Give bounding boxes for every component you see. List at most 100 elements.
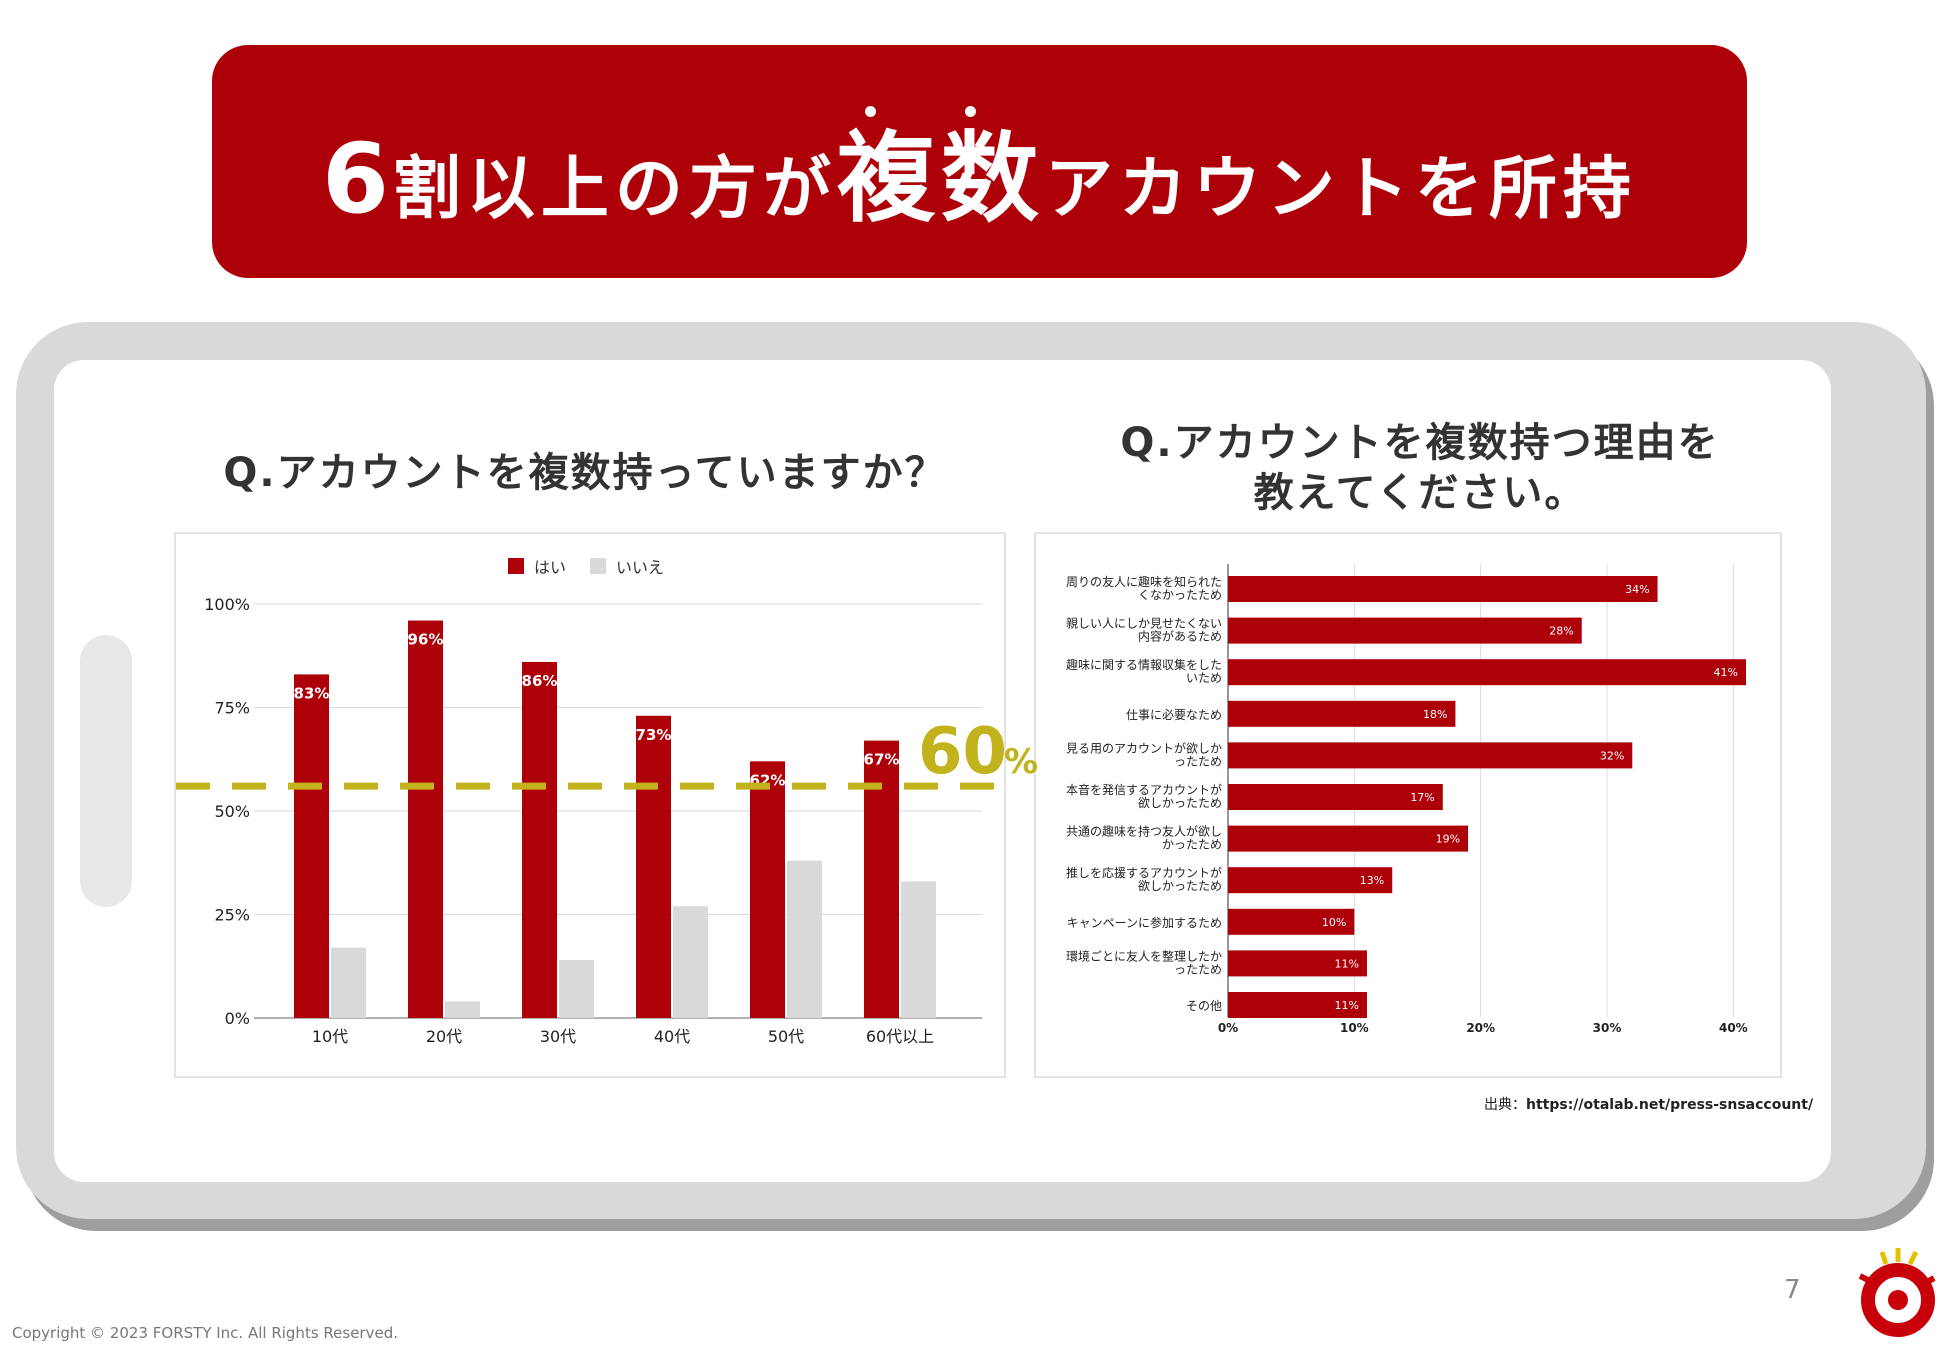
bar-value-label: 10% bbox=[1322, 916, 1346, 929]
bar-value-label: 96% bbox=[408, 631, 444, 649]
y-category-label: 趣味に関する情報収集をした bbox=[1066, 657, 1222, 672]
right-question: Q.アカウントを複数持つ理由を 教えてください。 bbox=[1040, 418, 1800, 518]
bar-value-label: 73% bbox=[636, 726, 672, 744]
x-tick-label: 30代 bbox=[540, 1027, 576, 1046]
bar-no bbox=[787, 860, 822, 1018]
page-title: 6割以上の方が 複数アカウントを所持 bbox=[322, 99, 1637, 241]
source-label: 出典： bbox=[1484, 1097, 1526, 1113]
bar-yes bbox=[636, 715, 671, 1018]
bar-reason bbox=[1228, 908, 1355, 935]
bar-value-label: 41% bbox=[1714, 666, 1738, 679]
bar-no bbox=[559, 960, 594, 1018]
y-tick-label: 50% bbox=[214, 802, 250, 821]
x-tick-label: 10代 bbox=[312, 1027, 348, 1046]
y-category-label: その他 bbox=[1186, 999, 1222, 1013]
y-category-label: いため bbox=[1186, 671, 1222, 685]
bar-value-label: 17% bbox=[1410, 791, 1434, 804]
bar-no bbox=[673, 906, 708, 1018]
bar-value-label: 13% bbox=[1360, 874, 1384, 887]
bar-no bbox=[445, 1001, 480, 1018]
left-question: Q.アカウントを複数持っていますか？ bbox=[223, 450, 947, 496]
y-category-label: 推しを応援するアカウントが bbox=[1066, 865, 1222, 880]
y-category-label: 環境ごとに友人を整理したか bbox=[1066, 948, 1222, 963]
bar-value-label: 18% bbox=[1423, 708, 1447, 721]
bar-value-label: 34% bbox=[1625, 583, 1649, 596]
bar-reason bbox=[1228, 742, 1633, 769]
y-tick-label: 75% bbox=[214, 699, 250, 718]
title-banner: 6割以上の方が 複数アカウントを所持 bbox=[212, 45, 1747, 278]
x-tick-label: 30% bbox=[1593, 1021, 1622, 1035]
right-question-line2: 教えてください。 bbox=[1253, 470, 1587, 516]
bar-reason bbox=[1228, 950, 1367, 977]
y-tick-label: 0% bbox=[225, 1009, 250, 1028]
bar-yes bbox=[522, 661, 557, 1018]
title-emphasis: 複数 bbox=[837, 105, 1045, 236]
y-category-label: キャンペーンに参加するため bbox=[1067, 915, 1222, 930]
bar-value-label: 19% bbox=[1436, 833, 1460, 846]
x-tick-label: 0% bbox=[1218, 1021, 1238, 1035]
bar-value-label: 32% bbox=[1600, 749, 1624, 762]
bar-reason bbox=[1228, 825, 1469, 852]
bar-reason bbox=[1228, 784, 1443, 810]
bar-reason bbox=[1228, 659, 1746, 686]
y-category-label: 共通の趣味を持つ友人が欲し bbox=[1066, 824, 1222, 839]
legend-swatch-yes bbox=[508, 558, 524, 574]
bar-reason bbox=[1228, 867, 1393, 894]
y-tick-label: 100% bbox=[204, 595, 250, 614]
x-tick-label: 20代 bbox=[426, 1027, 462, 1046]
y-category-label: 周りの友人に趣味を知られた bbox=[1066, 574, 1222, 589]
x-tick-label: 40% bbox=[1719, 1021, 1748, 1035]
y-category-label: 欲しかったため bbox=[1138, 796, 1222, 810]
tablet-home-button bbox=[80, 635, 132, 907]
bar-value-label: 11% bbox=[1335, 957, 1359, 970]
x-tick-label: 10% bbox=[1340, 1021, 1369, 1035]
chart-legend: はい いいえ bbox=[508, 558, 664, 577]
bar-reason bbox=[1228, 700, 1456, 727]
bar-reason bbox=[1228, 617, 1582, 644]
forsty-logo-icon bbox=[1858, 1248, 1936, 1337]
bar-value-label: 67% bbox=[864, 751, 900, 769]
bar-value-label: 11% bbox=[1335, 999, 1359, 1012]
y-tick-label: 25% bbox=[214, 906, 250, 925]
bar-no bbox=[901, 881, 936, 1018]
x-tick-label: 50代 bbox=[768, 1027, 804, 1046]
bar-value-label: 83% bbox=[294, 684, 330, 702]
legend-swatch-no bbox=[590, 558, 606, 574]
y-category-label: かったため bbox=[1162, 838, 1222, 852]
legend-label-yes: はい bbox=[534, 558, 566, 577]
y-category-label: 欲しかったため bbox=[1138, 879, 1222, 893]
right-question-line1: Q.アカウントを複数持つ理由を bbox=[1120, 420, 1720, 466]
bar-value-label: 86% bbox=[522, 672, 558, 690]
bar-reason bbox=[1228, 992, 1367, 1018]
legend-label-no: いいえ bbox=[616, 558, 664, 577]
title-post: アカウントを所持 bbox=[1044, 149, 1637, 229]
y-category-label: 親しい人にしか見せたくない bbox=[1066, 617, 1222, 631]
title-number: 6 bbox=[322, 122, 393, 235]
y-category-label: 本音を発信するアカウントが bbox=[1066, 782, 1222, 797]
bar-value-label: 28% bbox=[1549, 625, 1573, 638]
y-category-label: くなかったため bbox=[1138, 588, 1222, 602]
y-category-label: ったため bbox=[1174, 754, 1222, 768]
title-pre: 割以上の方が bbox=[392, 149, 837, 229]
age-bar-chart: 0% 25% 50% 75% 100% はい いいえ 83% 10代 96% 20代 86% 30代 73… bbox=[204, 558, 982, 1046]
bar-yes bbox=[294, 674, 329, 1018]
bar-yes bbox=[408, 620, 443, 1018]
bar-yes bbox=[750, 761, 785, 1018]
x-tick-label: 20% bbox=[1466, 1021, 1495, 1035]
page-number: 7 bbox=[1784, 1275, 1801, 1305]
x-tick-label: 60代以上 bbox=[866, 1027, 934, 1046]
emphasis-dots bbox=[837, 105, 1045, 118]
y-category-label: ったため bbox=[1174, 962, 1222, 976]
y-category-label: 仕事に必要なため bbox=[1126, 708, 1222, 722]
bar-value-label: 62% bbox=[750, 771, 786, 789]
bar-no bbox=[331, 947, 366, 1018]
source-url[interactable]: https://otalab.net/press-snsaccount/ bbox=[1526, 1097, 1814, 1113]
bar-reason bbox=[1228, 576, 1658, 602]
x-tick-label: 40代 bbox=[654, 1027, 690, 1046]
source-citation: 出典：https://otalab.net/press-snsaccount/ bbox=[1484, 1094, 1813, 1114]
copyright: Copyright © 2023 FORSTY Inc. All Rights … bbox=[12, 1324, 398, 1342]
y-category-label: 見る用のアカウントが欲しか bbox=[1066, 740, 1222, 755]
y-category-label: 内容があるため bbox=[1138, 629, 1222, 644]
bar-yes bbox=[864, 740, 899, 1018]
